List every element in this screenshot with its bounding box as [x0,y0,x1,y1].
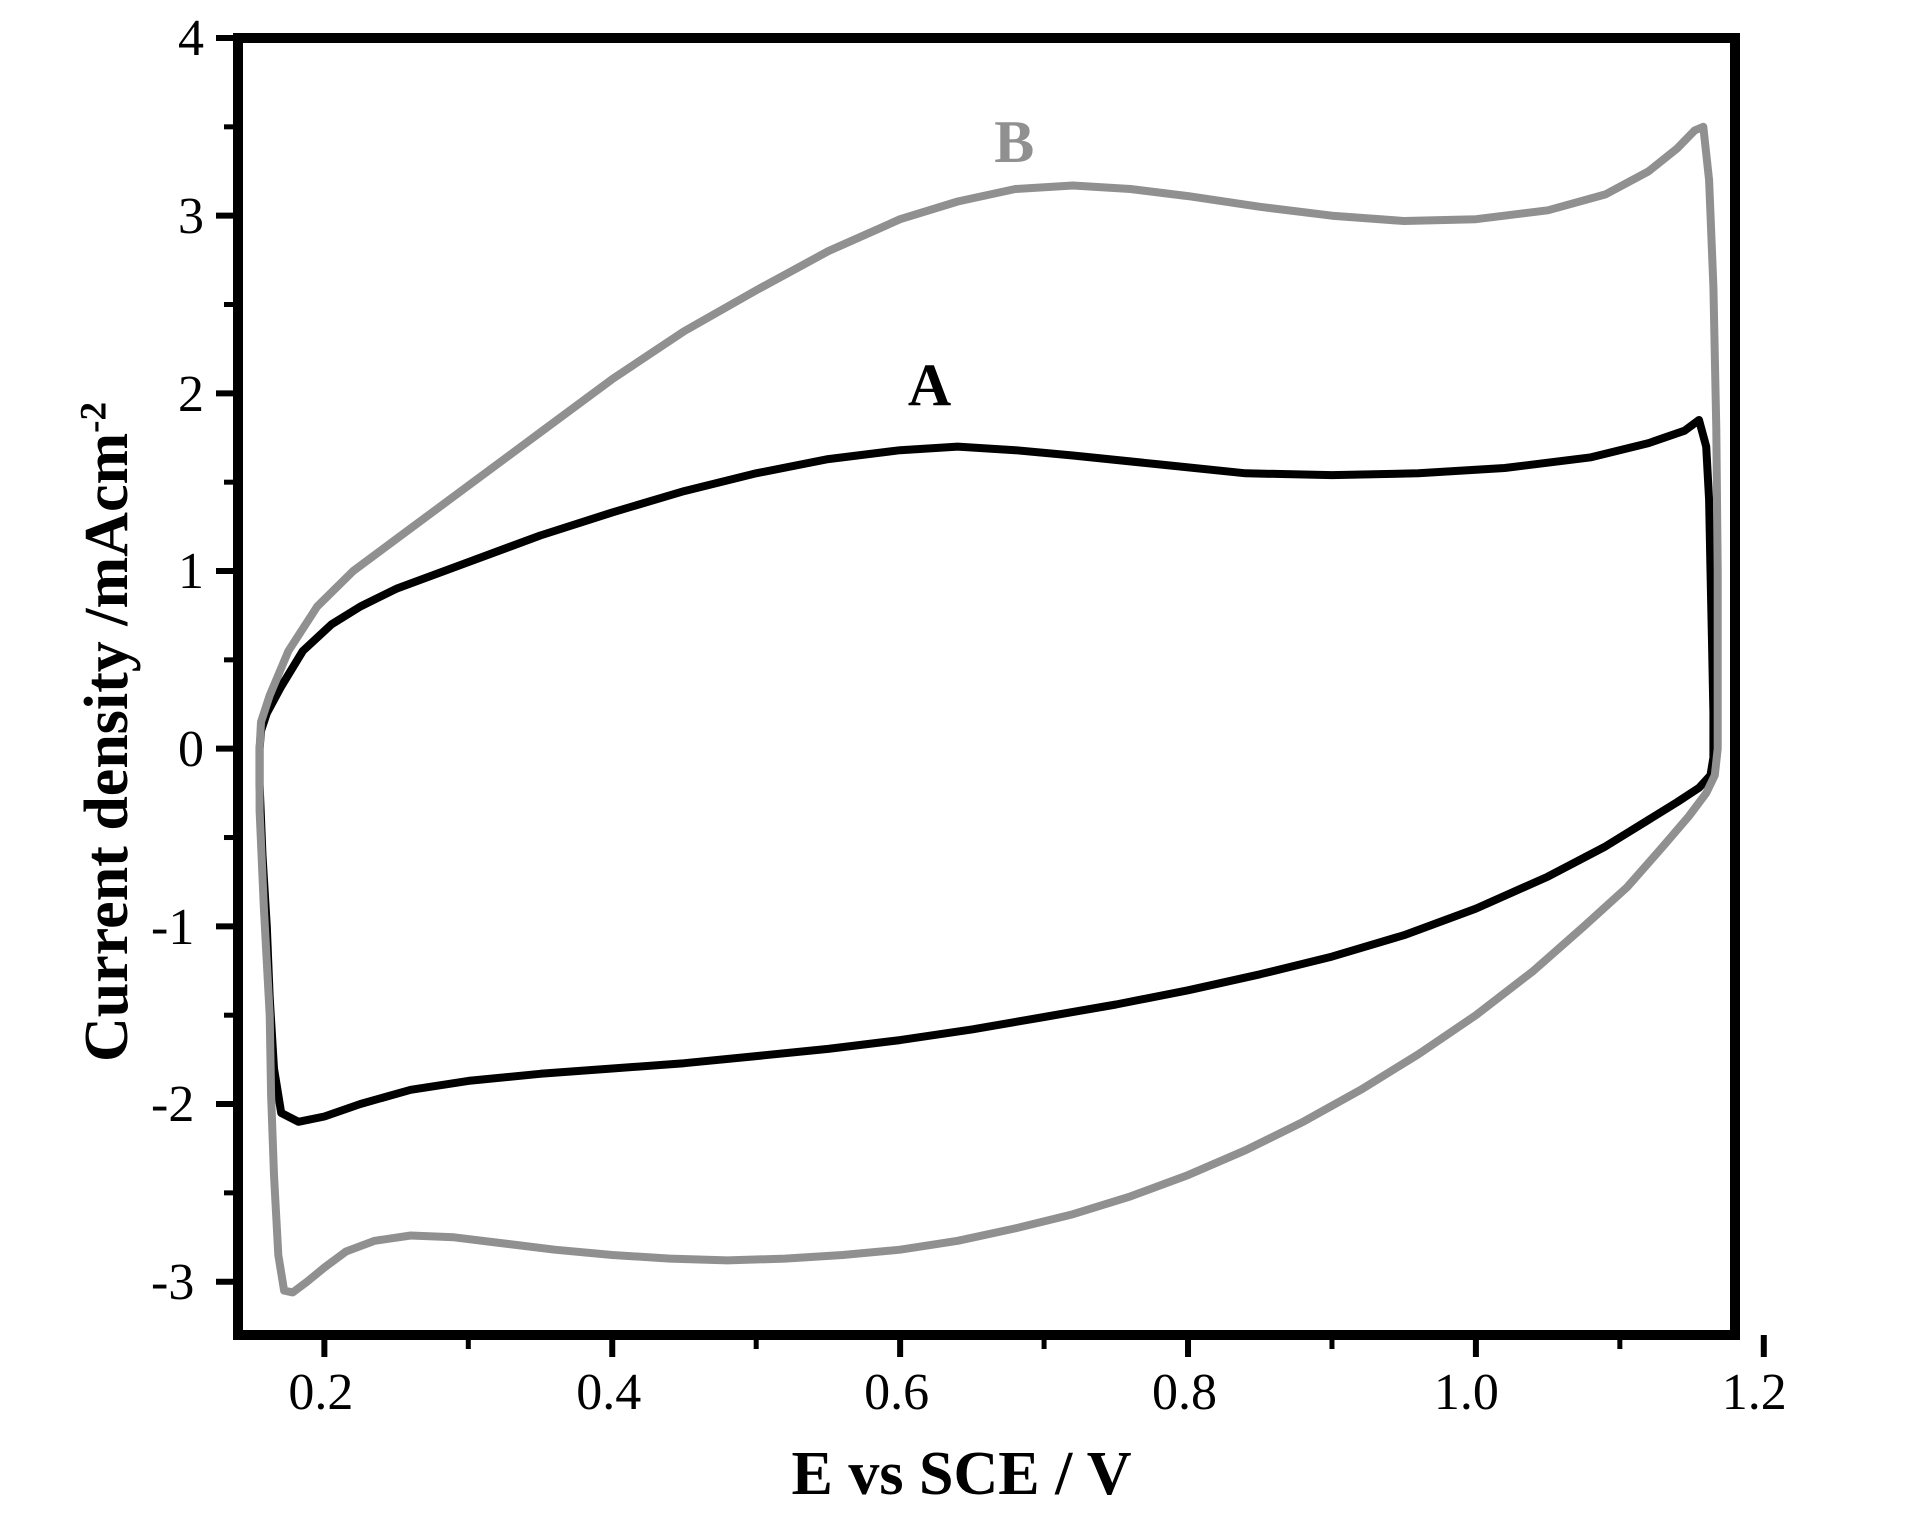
ytick-label: -1 [151,898,194,957]
series-label-B: B [994,108,1034,177]
xtick-label: 1.2 [1722,1363,1787,1422]
xtick-label: 0.2 [288,1363,353,1422]
ytick-label: 4 [178,9,204,68]
ytick-label: -2 [151,1075,194,1134]
series-label-A: A [908,351,951,420]
y-axis-label: Current density /mAcm-2 [72,401,143,1061]
x-axis-label: E vs SCE / V [792,1439,1132,1510]
xtick-label: 0.6 [864,1363,929,1422]
cv-chart [0,0,1925,1540]
ytick-label: -3 [151,1253,194,1312]
ytick-label: 3 [178,187,204,246]
xtick-label: 0.4 [576,1363,641,1422]
xtick-label: 1.0 [1434,1363,1499,1422]
ytick-label: 0 [178,720,204,779]
ytick-label: 1 [178,542,204,601]
xtick-label: 0.8 [1152,1363,1217,1422]
ytick-label: 2 [178,365,204,424]
